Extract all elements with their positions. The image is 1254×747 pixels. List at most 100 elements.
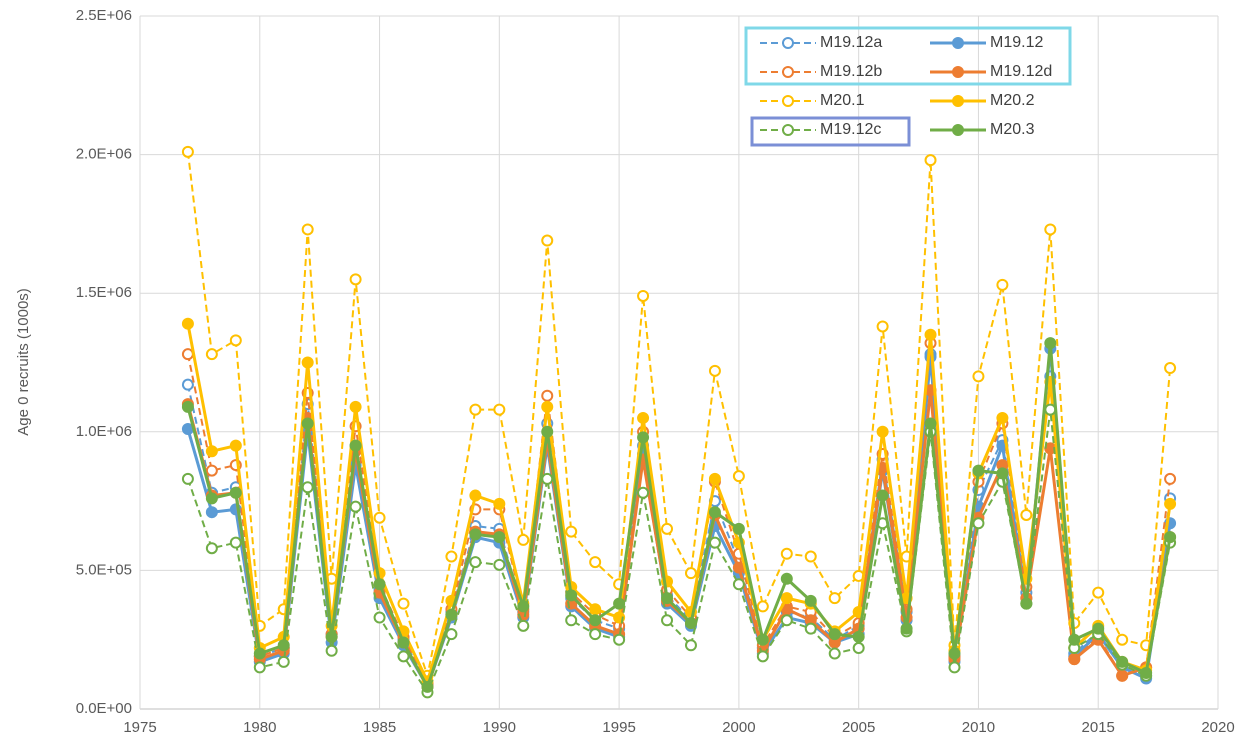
data-point [589,628,602,641]
data-point [708,506,721,519]
data-point [445,550,458,563]
data-point [1068,653,1081,666]
data-point [253,661,266,674]
x-tick-label: 1995 [602,719,635,736]
data-point [828,628,841,641]
data-point [349,273,362,286]
data-point [924,417,937,430]
data-point [613,633,626,646]
data-point [349,400,362,413]
data-point [1164,362,1177,375]
x-tick-label: 2000 [722,719,755,736]
data-point [780,572,793,585]
data-point [637,431,650,444]
data-point [229,536,242,549]
data-point [804,622,817,635]
data-point [301,417,314,430]
data-point [205,492,218,505]
data-point [517,600,530,613]
legend-marker [952,66,964,78]
data-point [1164,531,1177,544]
data-point [349,500,362,513]
legend-group-box [750,116,911,147]
data-point [229,486,242,499]
data-point [732,561,745,574]
data-point [756,633,769,646]
data-point [924,328,937,341]
data-point [373,511,386,524]
legend-marker [782,66,794,78]
data-point [205,348,218,361]
x-tick-label: 1980 [243,719,276,736]
data-point [325,630,338,643]
data-point [637,289,650,302]
data-point [541,400,554,413]
data-point [708,364,721,377]
data-point [1044,403,1057,416]
data-point [996,411,1009,424]
data-point [852,630,865,643]
data-point [732,522,745,535]
data-point [589,556,602,569]
data-point [397,650,410,663]
legend-label: M19.12b [820,63,882,80]
data-point [948,647,961,660]
data-point [1164,472,1177,485]
legend-marker [782,37,794,49]
data-point [1044,223,1057,236]
data-point [684,639,697,652]
data-point [1044,337,1057,350]
data-point [972,464,985,477]
legend-marker [952,124,964,136]
data-point [373,578,386,591]
data-point [732,578,745,591]
x-tick-label: 1990 [483,719,516,736]
data-point [205,445,218,458]
data-point [1068,633,1081,646]
data-point [804,594,817,607]
data-point [181,317,194,330]
data-point [876,425,889,438]
data-point [996,278,1009,291]
x-tick-label: 2015 [1082,719,1115,736]
data-point [469,556,482,569]
data-point [541,389,554,402]
data-point [780,547,793,560]
data-point [1140,666,1153,679]
data-point [397,636,410,649]
data-point [541,234,554,247]
data-point [565,614,578,627]
data-point [541,472,554,485]
data-point [661,592,674,605]
data-point [421,680,434,693]
y-axis-title: Age 0 recruits (1000s) [15,288,32,436]
legend-label: M20.3 [990,121,1035,138]
data-point [972,370,985,383]
series-line [186,342,1172,691]
data-point [661,614,674,627]
data-point [996,467,1009,480]
data-point [229,439,242,452]
data-point [756,600,769,613]
data-point [1020,597,1033,610]
legend-label: M19.12a [820,34,882,51]
data-point [661,522,674,535]
data-point [493,531,506,544]
legend-marker [782,95,794,107]
data-point [493,403,506,416]
data-point [373,611,386,624]
plot-area: 0.0E+00 5.0E+05 1.0E+06 1.5E+06 2.0E+06 2.5E+… [76,7,1235,736]
data-point [349,439,362,452]
data-point [972,517,985,530]
x-tick-label: 1975 [123,719,156,736]
data-point [445,628,458,641]
data-point [301,223,314,236]
legend-label: M20.1 [820,92,865,109]
data-point [852,642,865,655]
data-point [708,472,721,485]
data-point [1116,633,1129,646]
x-tick-label: 1985 [363,719,396,736]
data-point [517,533,530,546]
x-tick-label: 2010 [962,719,995,736]
